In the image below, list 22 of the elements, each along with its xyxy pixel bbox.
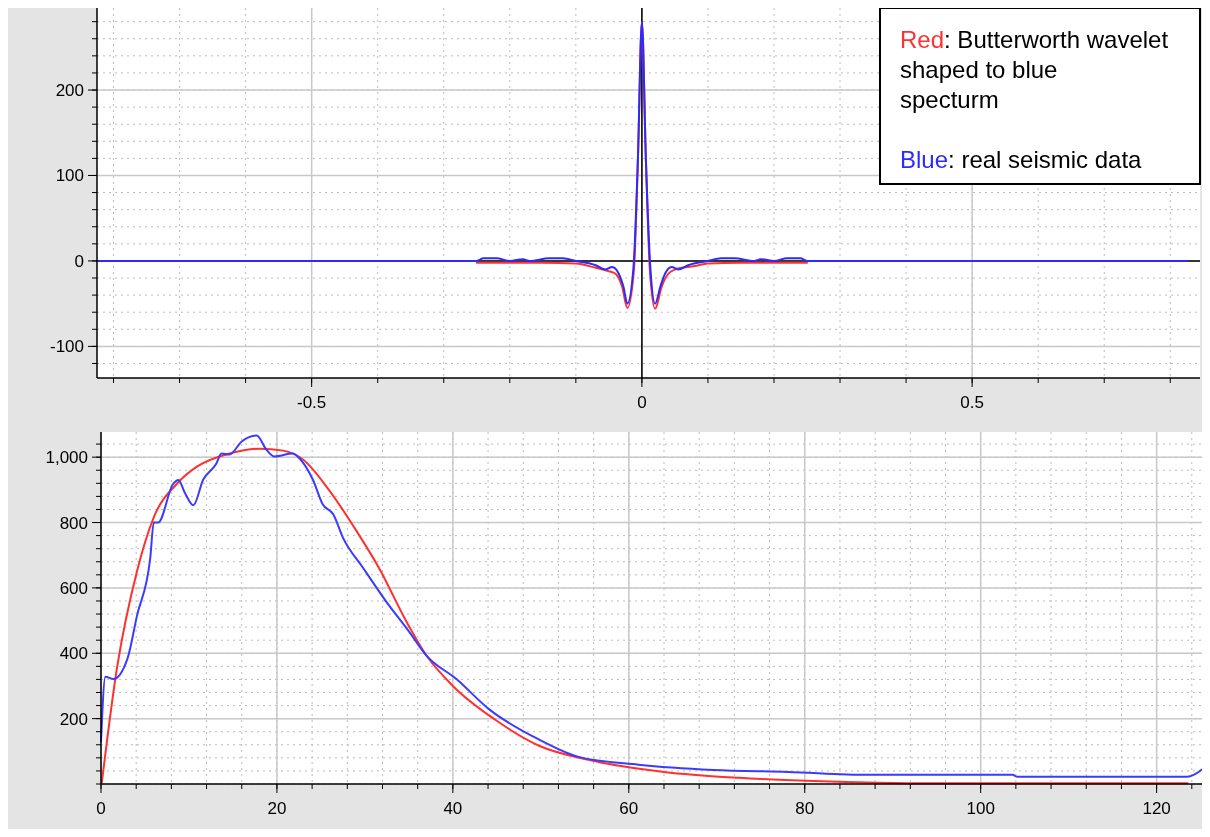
y-tick-label: 0 [74, 251, 84, 271]
x-tick-label: 120 [1142, 799, 1171, 818]
x-tick-label: 40 [443, 799, 463, 818]
y-tick-label: 100 [55, 166, 84, 186]
x-tick-label: 80 [795, 799, 815, 818]
x-tick-label: 20 [267, 799, 287, 818]
y-tick-label: 600 [59, 578, 88, 598]
y-tick-label: 1,000 [45, 448, 88, 468]
x-tick-label: -0.5 [297, 393, 327, 412]
y-tick-label: 800 [59, 513, 88, 533]
x-tick-label: 0 [637, 393, 647, 412]
x-tick-label: 0.5 [960, 393, 984, 412]
y-tick-label: 400 [59, 644, 88, 664]
y-tick-label: 200 [55, 81, 84, 101]
x-tick-label: 60 [619, 799, 639, 818]
line-series [96, 20, 1188, 305]
y-tick-label: 200 [59, 709, 88, 729]
y-tick-label: -100 [49, 337, 84, 357]
x-tick-label: 100 [966, 799, 995, 818]
text: Red: Butterworth wavelet shaped to blue specturm [900, 26, 1169, 113]
text: Blue: real seismic data [900, 146, 1143, 173]
x-tick-label: 0 [96, 799, 106, 818]
